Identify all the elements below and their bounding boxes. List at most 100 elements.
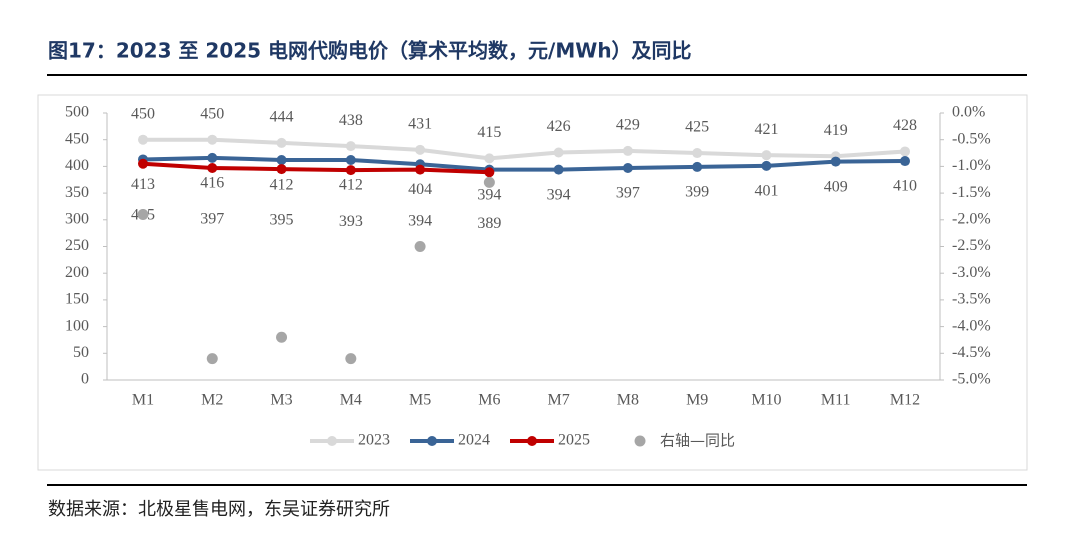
legend-label: 右轴—同比 — [660, 432, 735, 450]
point — [345, 165, 356, 176]
legend-label: 2025 — [558, 432, 590, 449]
scatter-point — [137, 208, 149, 220]
point — [761, 150, 772, 161]
point — [415, 144, 426, 155]
x-tick-label: M5 — [409, 392, 431, 409]
y-tick-label: 50 — [73, 344, 89, 361]
point — [138, 158, 148, 169]
point — [415, 164, 426, 175]
data-label: 415 — [477, 124, 501, 141]
plot-frame — [37, 94, 1028, 471]
y-tick-label: 450 — [65, 130, 89, 147]
y-tick-label: 150 — [65, 291, 89, 308]
source: 数据来源：北极星售电网，东吴证券研究所 — [48, 499, 390, 520]
chart-title: 图17：2023 至 2025 电网代购电价（算术平均数，元/MWh）及同比 — [48, 39, 692, 63]
scatter-point — [414, 241, 426, 252]
series-line — [143, 137, 906, 161]
point — [622, 163, 633, 174]
y-tick-label: 250 — [65, 237, 89, 254]
point — [207, 152, 218, 163]
x-tick-label: M8 — [617, 392, 639, 409]
x-tick-label: M12 — [890, 392, 920, 409]
data-label: 444 — [270, 109, 294, 126]
point — [276, 137, 287, 148]
y-tick-label: 350 — [65, 184, 89, 201]
x-tick-label: M10 — [751, 392, 781, 409]
y-tick-label: 400 — [65, 157, 89, 174]
series-line — [142, 155, 906, 172]
data-label: 412 — [270, 177, 294, 194]
y2-tick-label: -1.5% — [952, 184, 991, 201]
y2-tick-label: -2.0% — [952, 210, 991, 227]
data-label: 426 — [547, 118, 571, 135]
y2-tick-label: -3.5% — [952, 291, 991, 308]
point — [484, 167, 495, 178]
legend-label: 2023 — [358, 432, 390, 449]
data-label: 389 — [477, 215, 501, 232]
point — [276, 164, 287, 175]
point — [138, 134, 148, 145]
data-label: 410 — [893, 178, 917, 195]
data-label: 412 — [339, 177, 363, 194]
data-label: 397 — [616, 185, 640, 202]
point — [345, 154, 356, 165]
scatter-point — [345, 353, 357, 365]
legend-label: 2024 — [458, 432, 490, 449]
y2-tick-label: -4.5% — [952, 344, 991, 361]
x-tick-label: M4 — [340, 392, 362, 409]
y-tick-label: 0 — [81, 371, 89, 388]
data-label: 428 — [893, 117, 917, 134]
x-tick-label: M2 — [201, 392, 223, 409]
x-tick-label: M6 — [478, 392, 500, 409]
y-tick-label: 100 — [65, 317, 89, 334]
point — [553, 164, 564, 175]
point — [692, 161, 703, 172]
data-label: 401 — [754, 183, 778, 200]
point — [207, 163, 218, 174]
x-tick-label: M3 — [270, 392, 292, 409]
point — [553, 147, 564, 158]
y2-tick-label: -4.0% — [952, 317, 991, 334]
point — [484, 153, 495, 164]
point — [692, 148, 703, 159]
x-tick-label: M11 — [821, 392, 851, 409]
y2-tick-label: 0.0% — [952, 104, 985, 121]
x-tick-label: M7 — [548, 392, 570, 409]
data-label: 429 — [616, 117, 640, 134]
y2-tick-label: -0.5% — [952, 130, 991, 147]
data-label: 431 — [408, 116, 432, 133]
x-tick-label: M1 — [132, 392, 154, 409]
data-label: 421 — [754, 121, 778, 138]
x-tick-label: M9 — [686, 392, 708, 409]
point — [276, 154, 287, 165]
data-label: 395 — [270, 212, 294, 229]
y-tick-label: 500 — [65, 104, 89, 121]
point — [761, 160, 772, 171]
data-label: 394 — [547, 186, 571, 203]
data-label: 450 — [131, 105, 155, 122]
point — [900, 156, 910, 167]
data-label: 394 — [408, 212, 432, 229]
data-label: 397 — [200, 211, 224, 228]
point — [900, 146, 910, 157]
y-tick-label: 200 — [65, 264, 89, 281]
point — [345, 141, 356, 152]
data-label: 393 — [339, 213, 363, 230]
data-label: 404 — [408, 181, 432, 198]
data-label: 399 — [685, 184, 709, 201]
legend-marker — [327, 436, 337, 446]
legend-marker — [427, 436, 437, 446]
legend-marker — [634, 435, 646, 447]
point — [207, 134, 218, 145]
y2-tick-label: -2.5% — [952, 237, 991, 254]
data-label: 416 — [200, 175, 224, 192]
data-label: 450 — [200, 105, 224, 122]
data-label: 419 — [824, 122, 848, 139]
data-label: 413 — [131, 176, 155, 193]
data-label: 409 — [824, 178, 848, 195]
point — [622, 145, 633, 156]
scatter-point — [206, 353, 218, 365]
scatter-point — [276, 331, 288, 343]
y-tick-label: 300 — [65, 210, 89, 227]
